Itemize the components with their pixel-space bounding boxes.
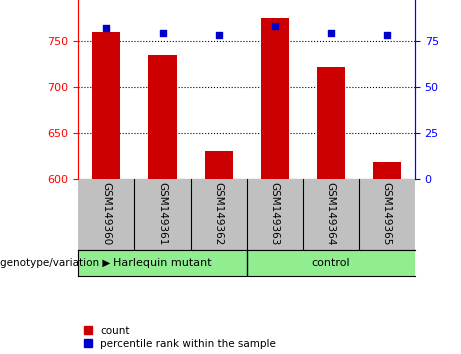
Bar [317,67,345,179]
Point [159,30,166,36]
Text: GSM149361: GSM149361 [158,182,167,246]
Point [215,32,222,38]
Text: control: control [312,258,350,268]
Text: GSM149362: GSM149362 [213,182,224,246]
Text: GSM149365: GSM149365 [382,182,392,246]
Point [271,23,278,29]
Bar [148,55,177,179]
Bar [92,32,120,179]
Bar [205,151,233,179]
Point [327,30,334,36]
Point [103,25,110,31]
Legend: count, percentile rank within the sample: count, percentile rank within the sample [83,326,276,349]
Text: Harlequin mutant: Harlequin mutant [113,258,212,268]
Point [383,32,390,38]
Text: genotype/variation ▶: genotype/variation ▶ [0,258,110,268]
Text: GSM149363: GSM149363 [270,182,280,246]
Text: GSM149360: GSM149360 [101,182,112,246]
Text: GSM149364: GSM149364 [326,182,336,246]
Bar [373,162,401,179]
Bar [260,18,289,179]
